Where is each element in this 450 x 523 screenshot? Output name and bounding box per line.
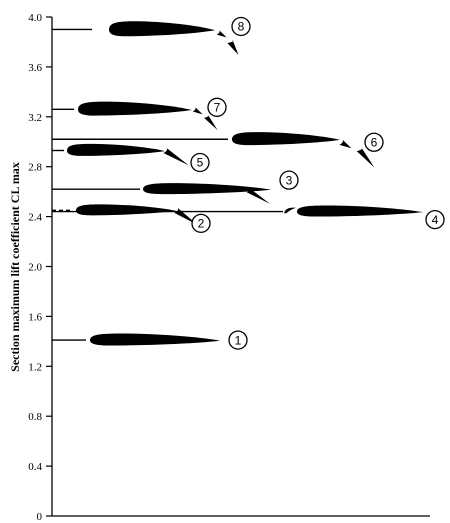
y-tick-label: 1.6 [28, 311, 42, 323]
configuration-marker [231, 16, 251, 37]
configuration-marker [364, 132, 384, 152]
y-tick-label: 4.0 [28, 12, 42, 24]
configuration-marker [191, 213, 211, 234]
configuration-6: 6 [52, 132, 384, 168]
y-tick-label: 2.8 [28, 162, 42, 174]
configuration-marker [228, 330, 248, 350]
airfoil-section [143, 183, 271, 195]
y-tick-label: 3.2 [28, 112, 42, 124]
configuration-marker-label: 1 [235, 333, 242, 347]
airfoil-section [297, 205, 423, 217]
y-axis-label: Section maximum lift coefficient CL max [8, 162, 22, 372]
configuration-8: 8 [52, 16, 251, 56]
y-tick-label: 3.6 [28, 62, 42, 74]
airfoil-section [76, 204, 176, 216]
configuration-marker [279, 170, 299, 190]
airfoil-section [90, 333, 220, 346]
trailing-edge-flap [246, 188, 271, 204]
y-tick-label: 2.4 [28, 212, 42, 224]
airfoil-section [78, 101, 192, 116]
airfoil-configurations: 1 2 3 4 5 6 7 8 [52, 16, 445, 350]
configuration-marker-label: 8 [238, 20, 245, 34]
airfoil-section [109, 21, 215, 37]
trailing-edge-flap [163, 147, 189, 166]
leading-edge-slat [284, 207, 296, 214]
configuration-marker-label: 5 [197, 156, 204, 170]
trailing-edge-flap [216, 30, 227, 38]
y-tick-label: 0.8 [28, 411, 42, 423]
configuration-3: 3 [52, 170, 299, 204]
configuration-marker [207, 97, 227, 117]
configuration-7: 7 [52, 97, 227, 131]
y-tick-label: 2.0 [28, 262, 42, 274]
y-tick-label: 1.2 [28, 361, 42, 373]
trailing-edge-flap [339, 139, 352, 149]
airfoil-section [67, 143, 165, 156]
configuration-4: 4 [52, 205, 445, 230]
axis-layer [51, 17, 430, 517]
trailing-edge-flap [204, 114, 218, 131]
y-tick-label: 0.4 [28, 461, 42, 473]
y-tick-label: 0 [37, 511, 43, 523]
configuration-marker-label: 6 [371, 135, 378, 149]
configuration-marker-label: 4 [432, 213, 439, 227]
trailing-edge-flap [227, 39, 239, 56]
configuration-1: 1 [52, 330, 248, 350]
configuration-marker [190, 152, 210, 173]
configuration-2: 2 [52, 204, 211, 234]
configuration-marker-label: 3 [286, 173, 293, 187]
tick-layer: 0 0.4 0.8 1.2 1.6 2.0 2.4 2.8 3.2 3.6 4.0 [28, 12, 52, 523]
trailing-edge-flap [192, 107, 203, 115]
configuration-5: 5 [52, 143, 210, 173]
configuration-marker [425, 209, 445, 230]
configuration-marker-label: 7 [214, 101, 221, 115]
airfoil-section [232, 132, 340, 146]
trailing-edge-flap [356, 147, 375, 168]
configuration-marker-label: 2 [198, 217, 205, 231]
